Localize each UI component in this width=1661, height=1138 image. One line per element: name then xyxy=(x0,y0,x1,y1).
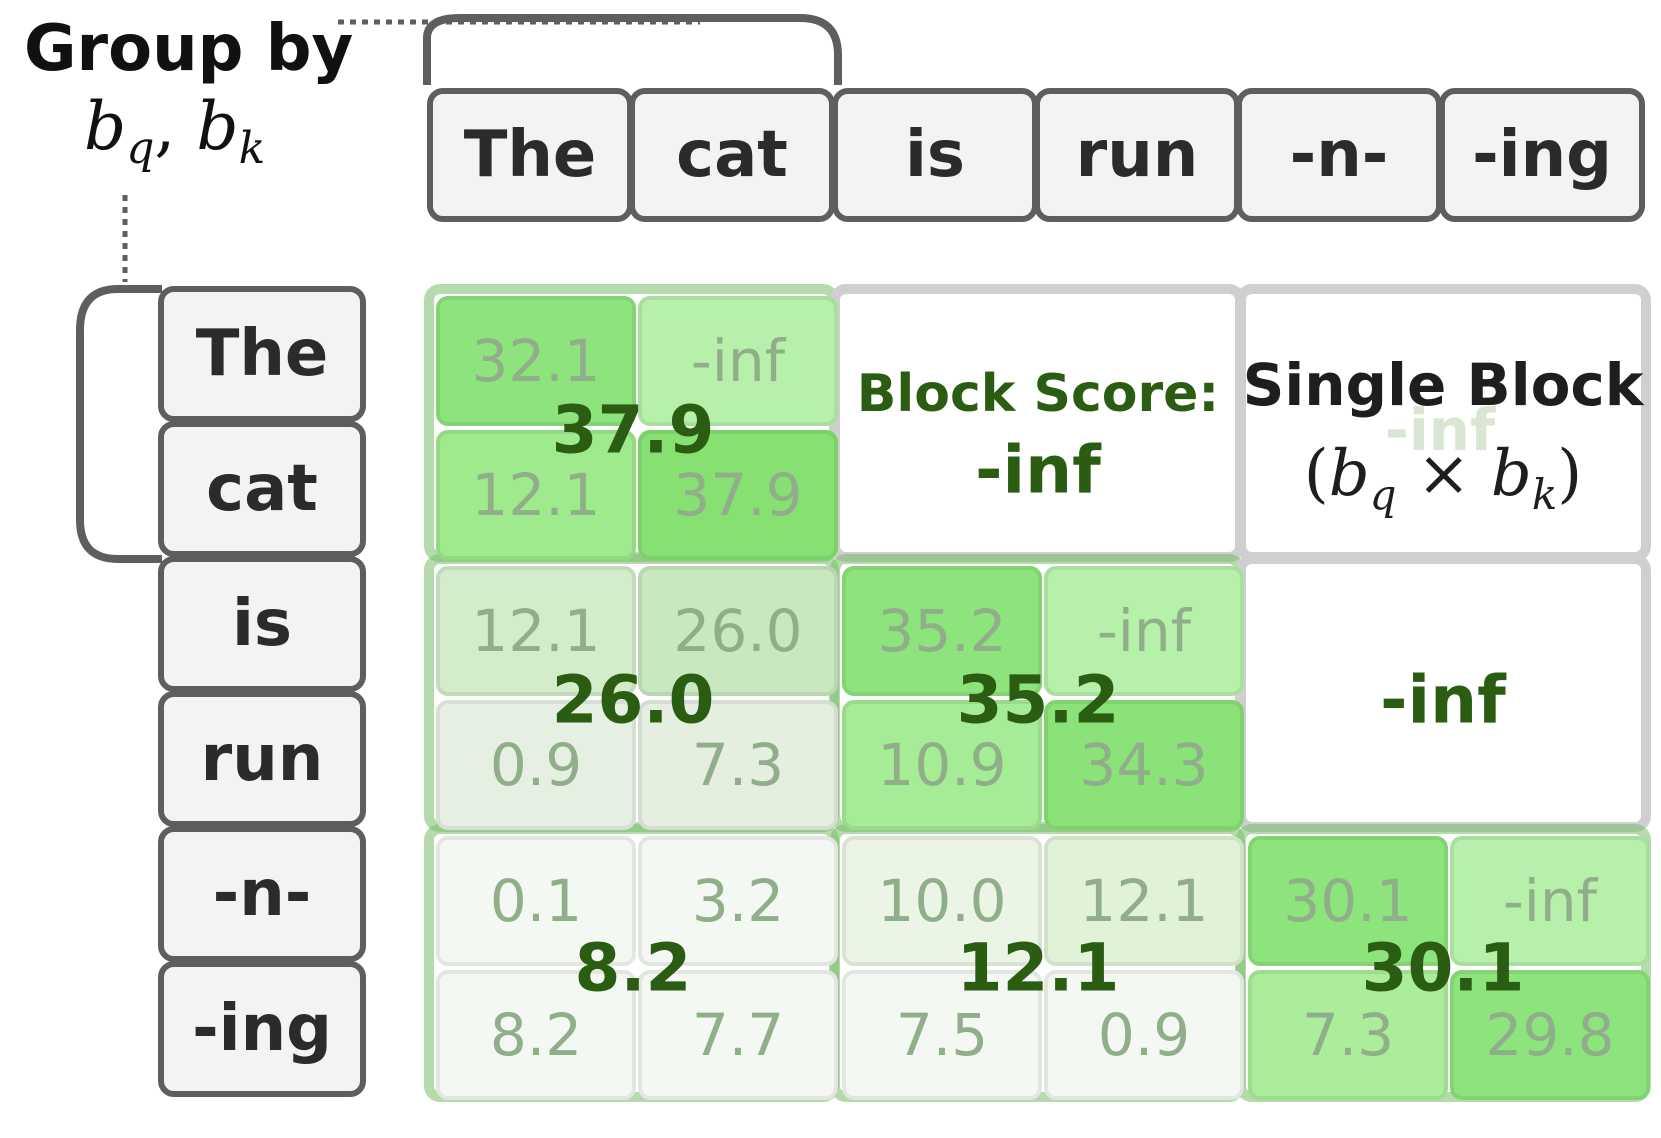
block-score-1-2: -inf xyxy=(1380,661,1506,739)
group-by-title: Group by xyxy=(24,12,354,86)
row-token-the: The xyxy=(158,286,366,422)
cell-r3-c3: 34.3 xyxy=(1044,700,1244,830)
bk-base-2: b xyxy=(1490,437,1532,512)
paren-open: ( xyxy=(1303,437,1329,512)
cell-r2-c3: -inf xyxy=(1044,566,1244,696)
cell-r5-c4: 7.3 xyxy=(1248,970,1448,1100)
row-token-is: is xyxy=(158,556,366,692)
col-token-run: run xyxy=(1034,88,1240,222)
bk-sub-2: k xyxy=(1531,469,1558,519)
block-score-2-2: 30.1 xyxy=(1361,929,1525,1007)
cell-r4-c4: 30.1 xyxy=(1248,836,1448,966)
block-score-0-1: -inf xyxy=(975,431,1101,509)
col-token-n: -n- xyxy=(1236,88,1442,222)
cell-r5-c2: 7.5 xyxy=(842,970,1042,1100)
cell-r4-c5: -inf xyxy=(1450,836,1650,966)
cell-r5-c5: 29.8 xyxy=(1450,970,1650,1100)
cell-r4-c3: 12.1 xyxy=(1044,836,1244,966)
cell-r2-c0: 12.1 xyxy=(436,566,636,696)
cell-r0-c0: 32.1 xyxy=(436,296,636,426)
col-token-cat: cat xyxy=(629,88,835,222)
row-token-cat: cat xyxy=(158,421,366,557)
col-token-ing: -ing xyxy=(1439,88,1645,222)
row-token-n: -n- xyxy=(158,826,366,962)
bq-sub-2: q xyxy=(1369,469,1397,519)
block-score-label: Block Score: xyxy=(856,364,1220,424)
block-score-1-1: 35.2 xyxy=(956,661,1120,739)
col-token-the: The xyxy=(427,88,633,222)
cell-r3-c2: 10.9 xyxy=(842,700,1042,830)
row-token-run: run xyxy=(158,691,366,827)
single-block-label: Single Block xyxy=(1242,351,1644,419)
cell-r3-c0: 0.9 xyxy=(436,700,636,830)
cell-r1-c1: 37.9 xyxy=(638,430,838,560)
cell-r2-c1: 26.0 xyxy=(638,566,838,696)
cell-r3-c1: 7.3 xyxy=(638,700,838,830)
bq-base-2: b xyxy=(1328,437,1370,512)
bq-sub: q xyxy=(126,123,155,175)
top-bracket xyxy=(423,14,842,85)
left-bracket xyxy=(76,285,162,563)
cell-r4-c1: 3.2 xyxy=(638,836,838,966)
block-score-0-0: 37.9 xyxy=(551,391,715,469)
block-score-2-0: 8.2 xyxy=(574,929,692,1007)
cell-r5-c0: 8.2 xyxy=(436,970,636,1100)
bq-base: b xyxy=(84,88,127,165)
cell-r0-c1: -inf xyxy=(638,296,838,426)
cell-r2-c2: 35.2 xyxy=(842,566,1042,696)
cell-r4-c0: 0.1 xyxy=(436,836,636,966)
block-score-2-1: 12.1 xyxy=(956,929,1120,1007)
cell-r4-c2: 10.0 xyxy=(842,836,1042,966)
col-token-is: is xyxy=(832,88,1038,222)
cell-r1-c0: 12.1 xyxy=(436,430,636,560)
bk-base: b xyxy=(196,88,239,165)
times-sign: × xyxy=(1416,437,1471,512)
paren-close: ) xyxy=(1557,437,1583,512)
single-block-math: (bq × bk) xyxy=(1304,437,1583,519)
block-score-1-0: 26.0 xyxy=(551,661,715,739)
block-0-2-masked xyxy=(1236,284,1651,562)
block-score-0-2-ghost: -inf xyxy=(1384,396,1496,464)
cell-r5-c3: 0.9 xyxy=(1044,970,1244,1100)
row-token-ing: -ing xyxy=(158,961,366,1097)
math-sep: , xyxy=(154,88,176,165)
group-by-math: bq, bk xyxy=(84,88,265,174)
cell-r5-c1: 7.7 xyxy=(638,970,838,1100)
bk-sub: k xyxy=(238,123,266,175)
